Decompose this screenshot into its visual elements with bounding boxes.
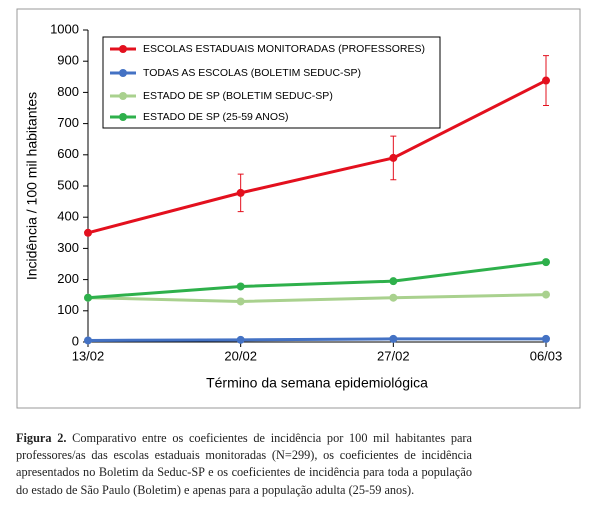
caption-label: Figura 2. (16, 431, 67, 445)
y-tick-label: 200 (57, 271, 79, 286)
legend-box (102, 36, 441, 129)
series-marker (542, 258, 550, 267)
legend-swatch-marker (119, 92, 127, 100)
legend-label: ESTADO DE SP (25-59 ANOS) (143, 111, 289, 123)
series-marker (236, 188, 245, 197)
caption-text: Comparativo entre os coeficientes de inc… (16, 431, 472, 497)
y-axis-label: Incidência / 100 mil habitantes (24, 92, 40, 280)
x-axis-label: Término da semana epidemiológica (206, 375, 428, 391)
series-line (87, 79, 547, 235)
x-tick-label: 20/02 (224, 348, 257, 363)
series-marker (389, 277, 398, 286)
series-marker (236, 282, 245, 291)
x-tick-label: 06/03 (530, 348, 563, 363)
legend-swatch-marker (119, 113, 127, 121)
legend-label: TODAS AS ESCOLAS (BOLETIM SEDUC-SP) (143, 67, 361, 79)
legend-label: ESTADO DE SP (BOLETIM SEDUC-SP) (143, 90, 333, 102)
series-line (87, 260, 547, 300)
series-marker (84, 336, 92, 345)
y-tick-label: 1000 (50, 21, 79, 36)
y-tick-label: 900 (57, 53, 79, 68)
y-tick-label: 700 (57, 115, 79, 130)
series-marker (84, 228, 92, 237)
series-marker (84, 293, 92, 302)
y-tick-label: 0 (72, 333, 79, 348)
y-tick-label: 100 (57, 302, 79, 317)
series-line (87, 337, 546, 342)
series-marker (236, 297, 245, 306)
series-marker (542, 76, 550, 85)
series-marker (236, 335, 245, 344)
series-marker (389, 293, 398, 302)
x-tick-label: 13/02 (72, 348, 105, 363)
series-marker (389, 334, 398, 343)
series-marker (389, 153, 398, 162)
series-marker (542, 334, 550, 343)
y-tick-label: 600 (57, 146, 79, 161)
y-tick-label: 500 (57, 177, 79, 192)
y-tick-label: 300 (57, 240, 79, 255)
y-tick-label: 400 (57, 209, 79, 224)
series-marker (542, 290, 550, 299)
legend-label: ESCOLAS ESTADUAIS MONITORADAS (PROFESSOR… (143, 43, 425, 55)
x-tick-label: 27/02 (377, 348, 410, 363)
legend-swatch-marker (119, 45, 127, 53)
chart-frame (16, 8, 581, 409)
figure-caption: Figura 2. Comparativo entre os coeficien… (16, 430, 472, 499)
legend-swatch-marker (119, 69, 127, 77)
y-tick-label: 800 (57, 84, 79, 99)
series-line (87, 293, 547, 303)
chart: Incidência / 100 mil habitantes Término … (16, 8, 581, 409)
